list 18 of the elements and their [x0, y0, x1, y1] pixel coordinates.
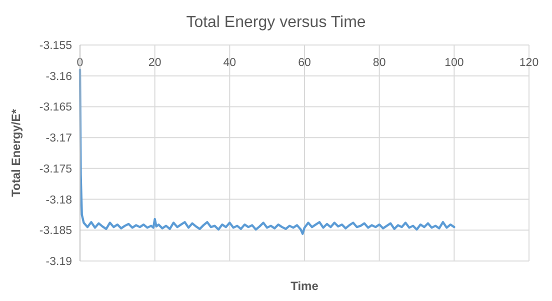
- y-axis-title: Total Energy/E*: [9, 108, 23, 197]
- x-tick-label: 20: [148, 57, 162, 69]
- x-tick-label: 40: [223, 57, 236, 69]
- y-tick-label: -3.155: [39, 40, 72, 52]
- x-tick-label: 120: [519, 57, 539, 69]
- y-tick-label: -3.18: [46, 194, 72, 206]
- x-tick-label: 80: [372, 57, 386, 69]
- line-series: [78, 68, 456, 235]
- y-tick-label: -3.175: [39, 163, 72, 176]
- x-axis-title: Time: [290, 279, 319, 293]
- y-tick-label: -3.17: [46, 132, 72, 145]
- chart-title: Total Energy versus Time: [186, 14, 366, 31]
- x-tick-label: 60: [298, 57, 311, 69]
- y-tick-label: -3.185: [39, 225, 72, 238]
- y-tick-label: -3.19: [46, 256, 72, 268]
- x-tick-label: 100: [444, 57, 464, 69]
- y-tick-label: -3.16: [46, 70, 72, 83]
- y-tick-label: -3.165: [39, 102, 72, 114]
